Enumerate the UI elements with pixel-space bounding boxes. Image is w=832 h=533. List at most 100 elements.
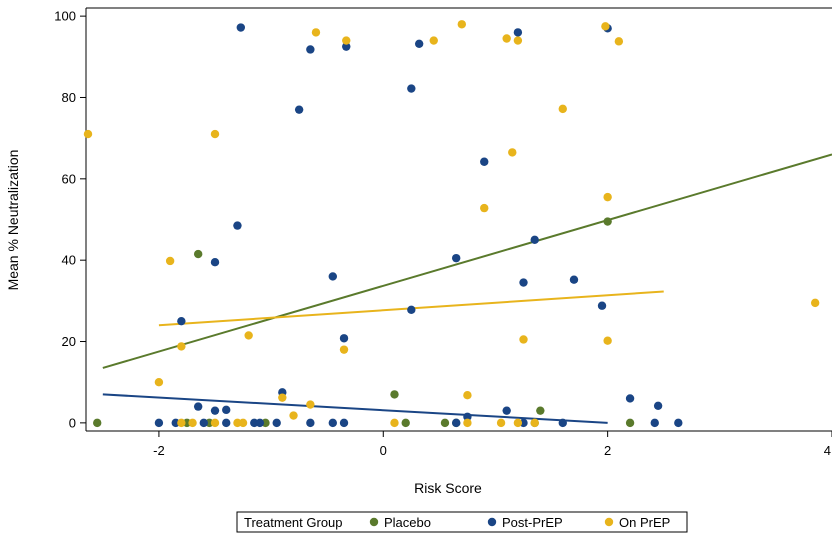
placebo-point — [536, 406, 545, 415]
on-prep-point — [177, 342, 186, 351]
post-prep-point — [272, 418, 281, 428]
post-prep-point — [451, 253, 461, 263]
post-prep-point — [339, 334, 349, 343]
on-prep-point — [519, 335, 528, 344]
on-prep-point — [278, 393, 287, 402]
post-prep-point — [210, 258, 220, 267]
y-axis-label: Mean % Neutralization — [5, 150, 21, 291]
on-prep-point — [513, 418, 523, 428]
x-axis: -2 0 2 4 — [153, 431, 832, 458]
post-prep-point — [414, 39, 424, 48]
post-prep-point — [233, 221, 242, 230]
post-prep-point — [519, 278, 528, 287]
post-prep-point — [530, 235, 539, 245]
placebo-point — [193, 249, 203, 259]
post-prep-point — [625, 394, 635, 403]
on-prep-point — [210, 418, 220, 428]
legend: Treatment Group Placebo Post-PrEP On PrEP — [236, 511, 688, 533]
on-prep-point — [165, 256, 175, 266]
data-points — [83, 20, 820, 428]
post-prep-point — [569, 275, 579, 284]
legend-marker-on-prep — [604, 517, 614, 527]
on-prep-point — [480, 203, 489, 213]
placebo-point — [625, 418, 635, 428]
legend-marker-placebo — [369, 517, 379, 527]
post-prep-point — [342, 42, 351, 51]
post-prep-point — [650, 418, 659, 428]
on-prep-point — [601, 22, 610, 31]
placebo-point — [401, 418, 410, 428]
on-prep-point — [177, 418, 186, 428]
on-prep-point — [339, 345, 349, 354]
post-prep-point — [339, 418, 349, 428]
on-prep-point — [83, 129, 93, 139]
post-prep-point — [513, 28, 523, 37]
y-axis: 0 20 40 60 80 100 — [54, 9, 86, 430]
post-prep-point — [328, 418, 337, 428]
legend-title: Treatment Group — [244, 515, 343, 530]
on-prep-point — [614, 37, 624, 46]
legend-label-on-prep: On PrEP — [619, 515, 670, 530]
post-prep-fit-line — [102, 393, 608, 424]
post-prep-point — [597, 301, 607, 310]
on-prep-point — [558, 104, 567, 114]
y-tick-label: 0 — [69, 415, 76, 430]
y-tick-label: 80 — [62, 90, 76, 105]
post-prep-point — [306, 45, 315, 54]
post-prep-point — [154, 418, 164, 428]
on-prep-point — [390, 418, 399, 428]
post-prep-point — [177, 316, 186, 326]
on-prep-point — [311, 28, 321, 37]
x-tick-label: 0 — [380, 443, 387, 458]
on-prep-point — [457, 20, 467, 29]
post-prep-point — [294, 105, 304, 114]
on-prep-point — [508, 148, 517, 157]
post-prep-point — [328, 272, 337, 281]
post-prep-point — [451, 418, 461, 428]
on-prep-point — [463, 418, 472, 428]
on-prep-point — [306, 400, 315, 409]
placebo-point — [440, 418, 450, 428]
on-prep-point — [502, 34, 511, 43]
legend-box — [236, 511, 688, 533]
on-prep-point — [210, 129, 220, 139]
on-prep-point — [496, 418, 506, 428]
post-prep-point — [407, 305, 416, 314]
y-tick-label: 40 — [62, 253, 76, 268]
on-prep-point — [154, 377, 164, 387]
placebo-point — [93, 418, 102, 428]
post-prep-point — [222, 405, 231, 415]
x-tick-label: 2 — [604, 443, 611, 458]
post-prep-point — [193, 402, 203, 411]
post-prep-point — [407, 84, 416, 93]
post-prep-point — [502, 406, 511, 415]
on-prep-point — [342, 36, 351, 45]
post-prep-point — [558, 418, 567, 428]
y-tick-label: 100 — [54, 9, 76, 24]
y-tick-label: 60 — [62, 171, 76, 186]
on-prep-point — [289, 411, 298, 420]
post-prep-point — [463, 412, 472, 421]
y-tick-label: 20 — [62, 334, 76, 349]
placebo-point — [390, 390, 399, 399]
post-prep-point — [222, 418, 231, 428]
legend-label-post-prep: Post-PrEP — [502, 515, 563, 530]
plot-area — [85, 7, 832, 432]
on-prep-point — [810, 298, 820, 308]
on-prep-point — [429, 36, 438, 45]
post-prep-point — [199, 418, 208, 428]
post-prep-point — [210, 406, 220, 415]
on-prep-point — [603, 336, 612, 345]
x-tick-label: 4 — [824, 443, 831, 458]
on-prep-point — [238, 418, 248, 428]
legend-label-placebo: Placebo — [384, 515, 431, 530]
x-axis-label: Risk Score — [414, 480, 482, 496]
post-prep-point — [306, 418, 315, 428]
on-prep-point — [463, 391, 472, 400]
on-prep-point — [513, 36, 523, 45]
post-prep-point — [236, 23, 246, 32]
legend-marker-post-prep — [487, 517, 497, 527]
x-tick-label: -2 — [153, 443, 165, 458]
